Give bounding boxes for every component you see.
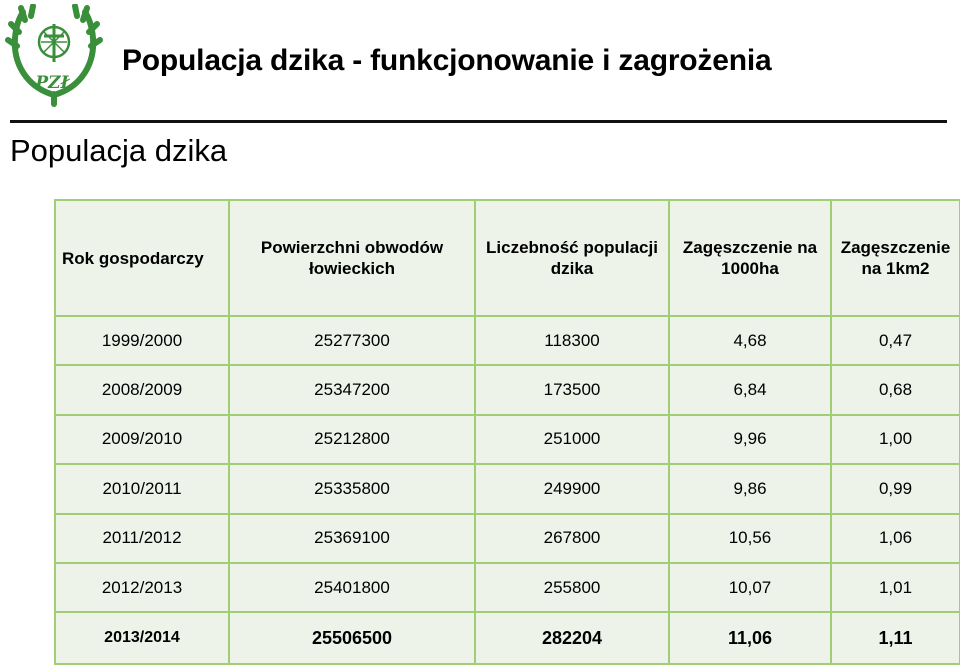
cell-density-1km2: 0,68 (830, 364, 960, 416)
cell-year: 1999/2000 (54, 314, 230, 367)
cell-population: 249900 (474, 463, 670, 515)
column-header-density-1000ha: Zagęszczenie na 1000ha (668, 199, 832, 317)
table-header-row: Rok gospodarczy Powierzchni obwodów łowi… (54, 199, 960, 317)
cell-year: 2011/2012 (54, 512, 230, 564)
cell-density-1000ha: 10,56 (668, 512, 832, 564)
cell-population: 267800 (474, 512, 670, 564)
cell-area: 25212800 (228, 413, 476, 466)
table-row: 1999/2000 25277300 118300 4,68 0,47 (54, 314, 960, 367)
table-row: 2011/2012 25369100 267800 10,56 1,06 (54, 512, 960, 564)
table-row: 2009/2010 25212800 251000 9,96 1,00 (54, 413, 960, 466)
cell-density-1km2: 1,06 (830, 512, 960, 564)
table-row: 2010/2011 25335800 249900 9,86 0,99 (54, 463, 960, 515)
cell-year: 2010/2011 (54, 463, 230, 515)
table-row: 2013/2014 25506500 282204 11,06 1,11 (54, 611, 960, 665)
cell-area: 25401800 (228, 561, 476, 614)
cell-density-1000ha: 11,06 (668, 611, 832, 665)
cell-density-1000ha: 9,96 (668, 413, 832, 466)
pzl-antler-emblem-icon: PZŁ (5, 3, 103, 107)
cell-density-1km2: 0,47 (830, 314, 960, 367)
cell-density-1000ha: 4,68 (668, 314, 832, 367)
cell-population: 255800 (474, 561, 670, 614)
cell-year: 2009/2010 (54, 413, 230, 466)
cell-area: 25506500 (228, 611, 476, 665)
cell-area: 25277300 (228, 314, 476, 367)
column-header-area: Powierzchni obwodów łowieckich (228, 199, 476, 317)
cell-density-1km2: 0,99 (830, 463, 960, 515)
cell-population: 282204 (474, 611, 670, 665)
column-header-year: Rok gospodarczy (54, 199, 230, 317)
cell-area: 25347200 (228, 364, 476, 416)
cell-area: 25335800 (228, 463, 476, 515)
section-subtitle: Populacja dzika (10, 133, 228, 168)
table-row: 2008/2009 25347200 173500 6,84 0,68 (54, 364, 960, 416)
cell-density-1km2: 1,00 (830, 413, 960, 466)
cell-population: 173500 (474, 364, 670, 416)
column-header-density-1km2: Zagęszczenie na 1km2 (830, 199, 960, 317)
pzl-logo: PZŁ (5, 3, 103, 108)
column-header-population: Liczebność populacji dzika (474, 199, 670, 317)
cell-population: 118300 (474, 314, 670, 367)
cell-density-1km2: 1,01 (830, 561, 960, 614)
logo-text: PZŁ (34, 73, 72, 93)
cell-year: 2008/2009 (54, 364, 230, 416)
cell-density-1km2: 1,11 (830, 611, 960, 665)
page-title: Populacja dzika - funkcjonowanie i zagro… (122, 44, 772, 77)
cell-year: 2013/2014 (54, 611, 230, 665)
cell-year: 2012/2013 (54, 561, 230, 614)
table-row: 2012/2013 25401800 255800 10,07 1,01 (54, 561, 960, 614)
cell-area: 25369100 (228, 512, 476, 564)
population-table: Rok gospodarczy Powierzchni obwodów łowi… (54, 199, 960, 665)
title-divider (10, 120, 947, 123)
cell-density-1000ha: 9,86 (668, 463, 832, 515)
cell-density-1000ha: 10,07 (668, 561, 832, 614)
cell-population: 251000 (474, 413, 670, 466)
cell-density-1000ha: 6,84 (668, 364, 832, 416)
